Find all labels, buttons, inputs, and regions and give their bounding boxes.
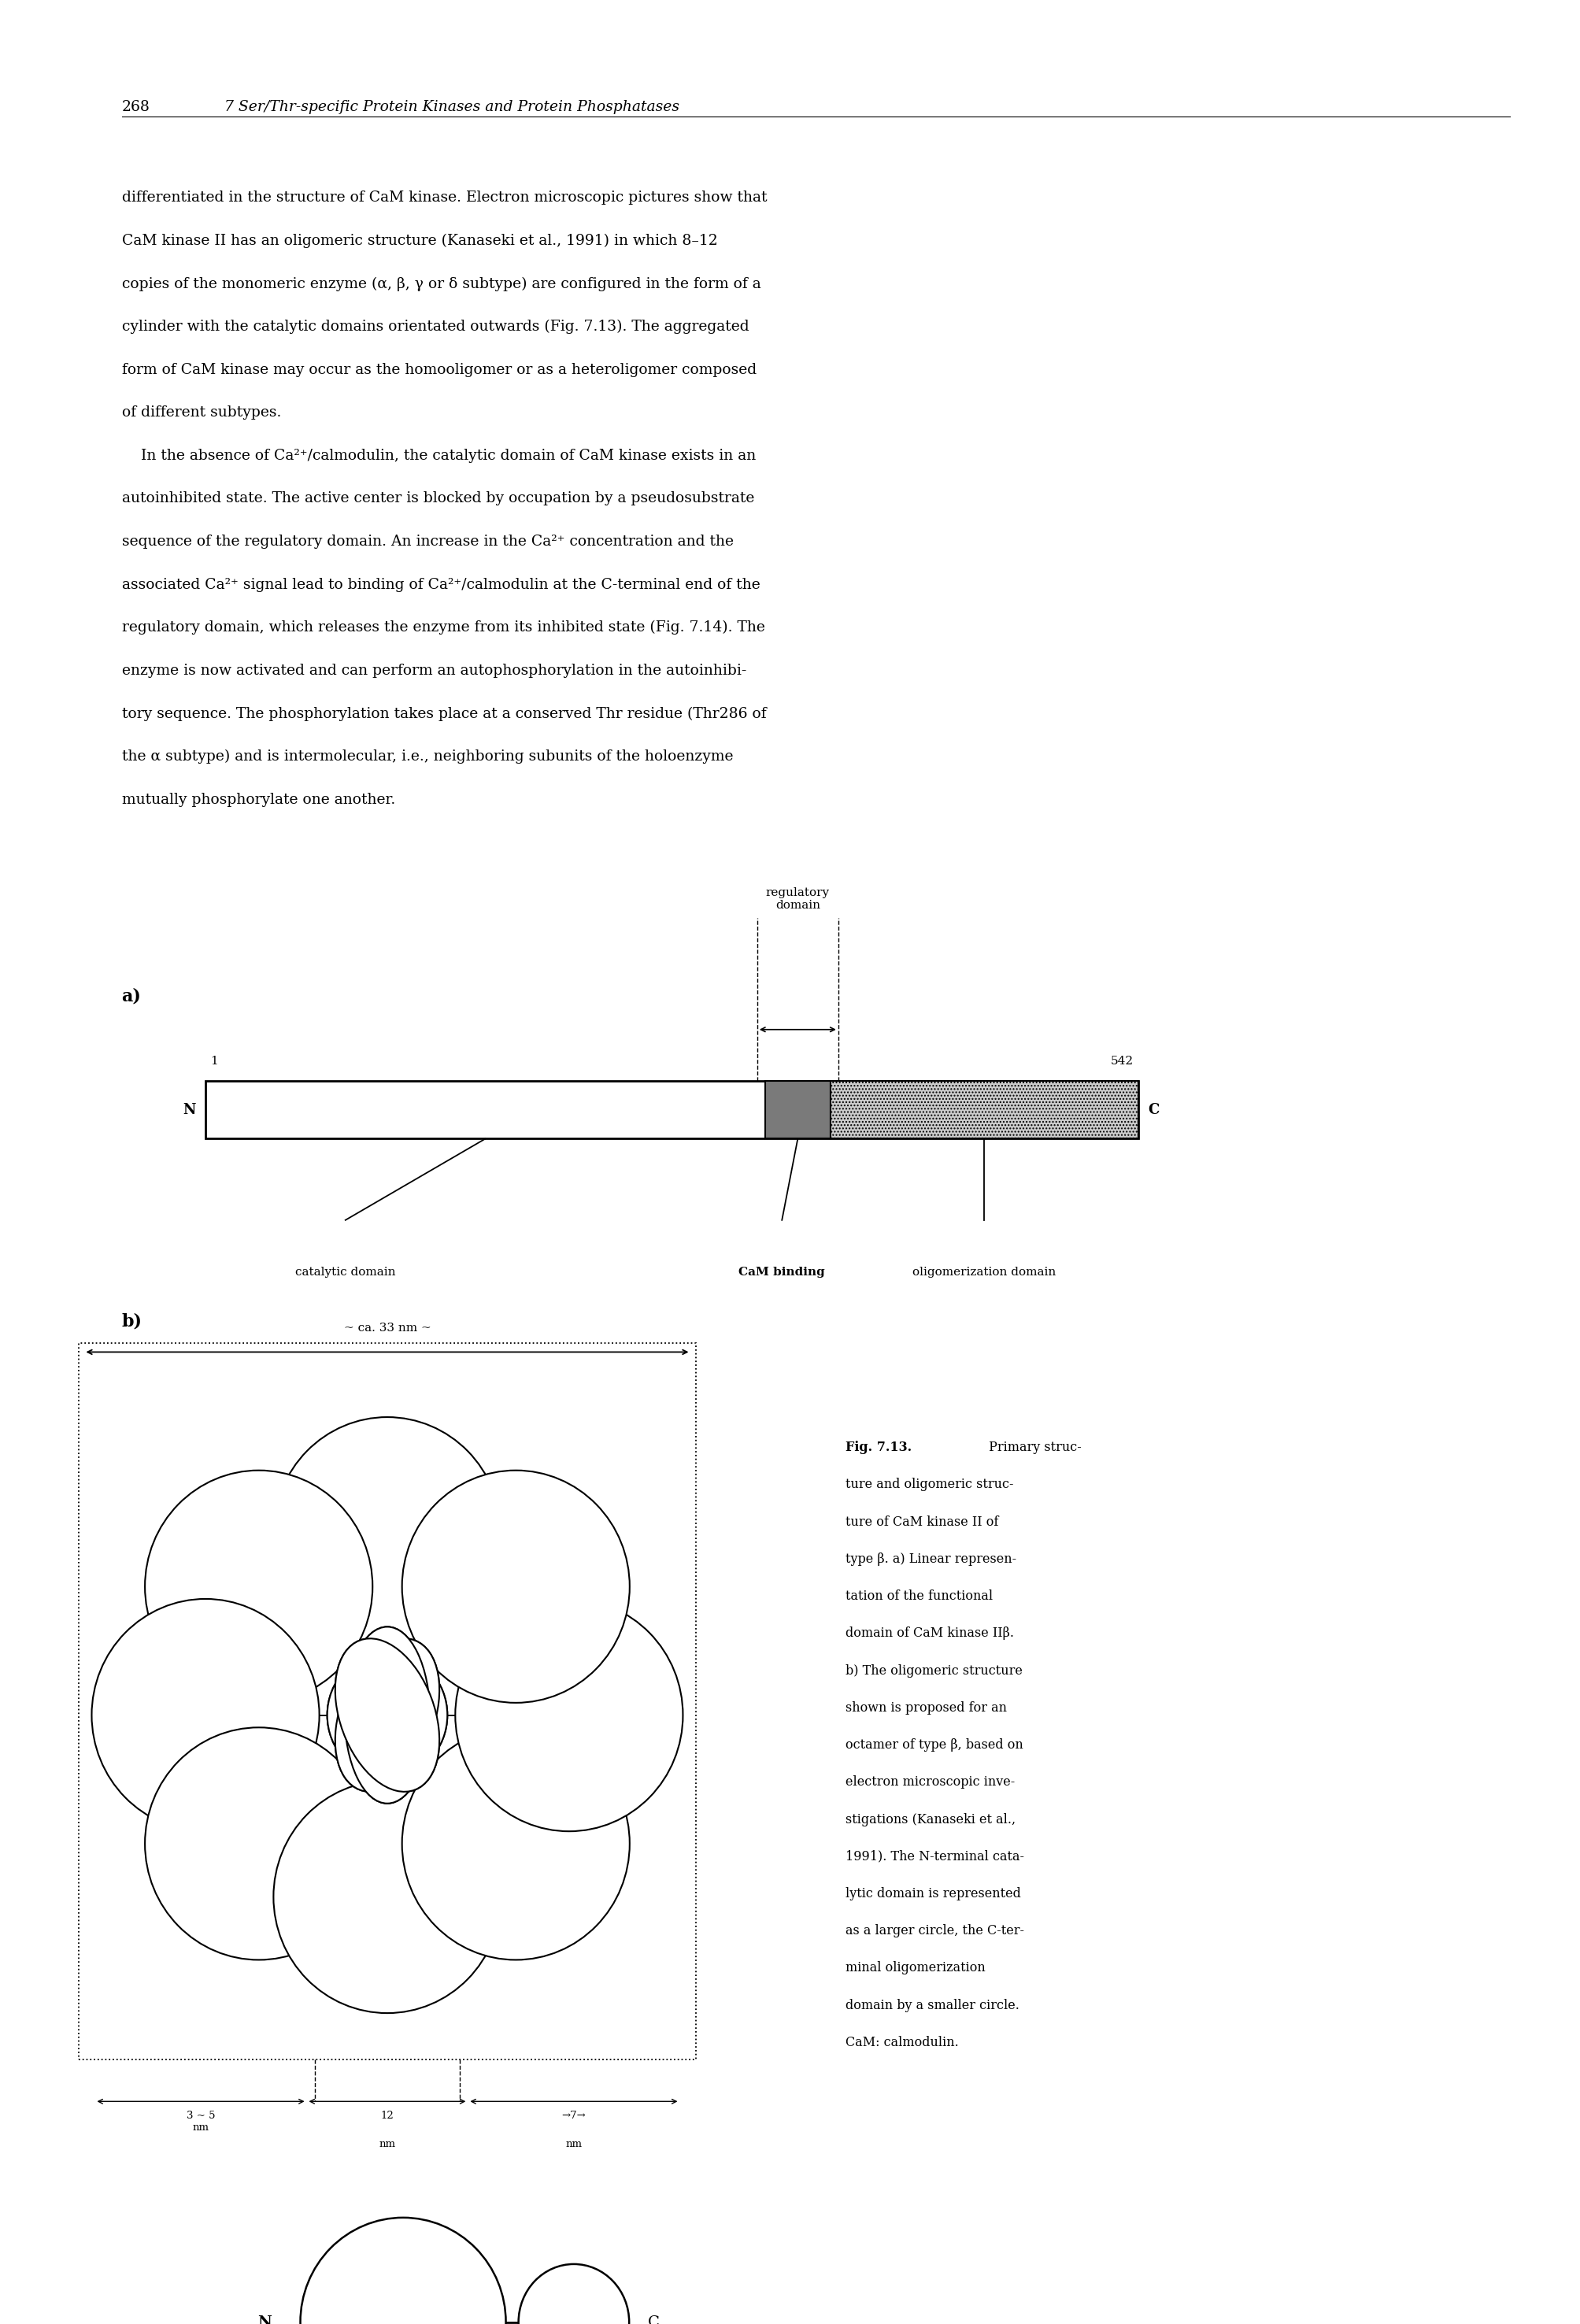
Bar: [765, 1081, 829, 1139]
Ellipse shape: [518, 2264, 629, 2324]
Text: →7→: →7→: [561, 2110, 586, 2122]
Text: lytic domain is represented: lytic domain is represented: [845, 1887, 1021, 1901]
Text: 3 ~ 5
nm: 3 ~ 5 nm: [186, 2110, 215, 2133]
Ellipse shape: [273, 1780, 501, 2013]
Text: enzyme is now activated and can perform an autophosphorylation in the autoinhibi: enzyme is now activated and can perform …: [122, 665, 746, 679]
Bar: [205, 1081, 1138, 1139]
Text: ture of CaM kinase II of: ture of CaM kinase II of: [845, 1515, 999, 1529]
Ellipse shape: [401, 1471, 629, 1703]
Text: Primary struc-: Primary struc-: [984, 1441, 1081, 1455]
Text: of different subtypes.: of different subtypes.: [122, 404, 281, 421]
Text: 542: 542: [1109, 1055, 1133, 1067]
Text: 1991). The N-terminal cata-: 1991). The N-terminal cata-: [845, 1850, 1024, 1864]
Ellipse shape: [335, 1638, 439, 1792]
Bar: [829, 1081, 1138, 1139]
Text: regulatory
domain: regulatory domain: [765, 888, 829, 911]
Ellipse shape: [335, 1638, 439, 1792]
Text: 1: 1: [210, 1055, 218, 1067]
Text: tation of the functional: tation of the functional: [845, 1590, 992, 1604]
Text: shown is proposed for an: shown is proposed for an: [845, 1701, 1006, 1715]
Ellipse shape: [455, 1599, 683, 1831]
Ellipse shape: [92, 1599, 319, 1831]
Text: autoinhibited state. The active center is blocked by occupation by a pseudosubst: autoinhibited state. The active center i…: [122, 493, 754, 507]
Text: 7 Ser/Thr-specific Protein Kinases and Protein Phosphatases: 7 Ser/Thr-specific Protein Kinases and P…: [224, 100, 679, 114]
Text: CaM binding: CaM binding: [738, 1267, 825, 1278]
Text: b) The oligomeric structure: b) The oligomeric structure: [845, 1664, 1022, 1678]
Text: nm: nm: [379, 2138, 395, 2150]
Text: as a larger circle, the C-ter-: as a larger circle, the C-ter-: [845, 1924, 1024, 1938]
Ellipse shape: [300, 2217, 506, 2324]
Text: associated Ca²⁺ signal lead to binding of Ca²⁺/calmodulin at the C-terminal end : associated Ca²⁺ signal lead to binding o…: [122, 576, 760, 593]
Text: b): b): [122, 1313, 142, 1329]
Ellipse shape: [335, 1638, 439, 1792]
Text: catalytic domain: catalytic domain: [295, 1267, 395, 1278]
Text: CaM kinase II has an oligomeric structure (Kanaseki et al., 1991) in which 8–12: CaM kinase II has an oligomeric structur…: [122, 232, 717, 249]
Text: electron microscopic inve-: electron microscopic inve-: [845, 1776, 1014, 1789]
Text: form of CaM kinase may occur as the homooligomer or as a heteroligomer composed: form of CaM kinase may occur as the homo…: [122, 363, 755, 376]
Text: sequence of the regulatory domain. An increase in the Ca²⁺ concentration and the: sequence of the regulatory domain. An in…: [122, 535, 733, 548]
Text: regulatory domain, which releases the enzyme from its inhibited state (Fig. 7.14: regulatory domain, which releases the en…: [122, 621, 765, 634]
Ellipse shape: [273, 1418, 501, 1650]
Text: domain of CaM kinase IIβ.: domain of CaM kinase IIβ.: [845, 1627, 1014, 1641]
Ellipse shape: [401, 1727, 629, 1959]
Text: octamer of type β, based on: octamer of type β, based on: [845, 1738, 1022, 1752]
Text: cylinder with the catalytic domains orientated outwards (Fig. 7.13). The aggrega: cylinder with the catalytic domains orie…: [122, 321, 749, 335]
Text: CaM: calmodulin.: CaM: calmodulin.: [845, 2036, 959, 2050]
Bar: [79, 1343, 695, 2059]
Text: ~ ca. 33 nm ~: ~ ca. 33 nm ~: [343, 1322, 431, 1334]
Text: oligomerization domain: oligomerization domain: [912, 1267, 1055, 1278]
Text: 268: 268: [122, 100, 150, 114]
Text: the α subtype) and is intermolecular, i.e., neighboring subunits of the holoenzy: the α subtype) and is intermolecular, i.…: [122, 748, 733, 765]
Text: C: C: [1147, 1102, 1158, 1118]
Text: mutually phosphorylate one another.: mutually phosphorylate one another.: [122, 792, 395, 806]
Text: type β. a) Linear represen-: type β. a) Linear represen-: [845, 1552, 1016, 1566]
Ellipse shape: [145, 1471, 373, 1703]
Text: ture and oligomeric struc-: ture and oligomeric struc-: [845, 1478, 1013, 1492]
Text: differentiated in the structure of CaM kinase. Electron microscopic pictures sho: differentiated in the structure of CaM k…: [122, 191, 766, 205]
Text: domain by a smaller circle.: domain by a smaller circle.: [845, 1999, 1019, 2013]
Text: In the absence of Ca²⁺/calmodulin, the catalytic domain of CaM kinase exists in : In the absence of Ca²⁺/calmodulin, the c…: [122, 449, 755, 462]
Text: stigations (Kanaseki et al.,: stigations (Kanaseki et al.,: [845, 1813, 1016, 1827]
Ellipse shape: [145, 1727, 373, 1959]
Text: minal oligomerization: minal oligomerization: [845, 1961, 986, 1975]
Ellipse shape: [344, 1627, 430, 1803]
Ellipse shape: [327, 1652, 447, 1778]
Text: copies of the monomeric enzyme (α, β, γ or δ subtype) are configured in the form: copies of the monomeric enzyme (α, β, γ …: [122, 277, 760, 290]
Text: N: N: [258, 2315, 272, 2324]
Text: Fig. 7.13.: Fig. 7.13.: [845, 1441, 912, 1455]
Text: nm: nm: [566, 2138, 581, 2150]
Ellipse shape: [344, 1627, 430, 1803]
Text: C: C: [648, 2315, 659, 2324]
Ellipse shape: [327, 1652, 447, 1778]
Text: a): a): [122, 988, 141, 1004]
Text: 12: 12: [381, 2110, 393, 2122]
Ellipse shape: [335, 1638, 439, 1792]
Text: N: N: [183, 1102, 196, 1118]
Text: tory sequence. The phosphorylation takes place at a conserved Thr residue (Thr28: tory sequence. The phosphorylation takes…: [122, 706, 766, 720]
